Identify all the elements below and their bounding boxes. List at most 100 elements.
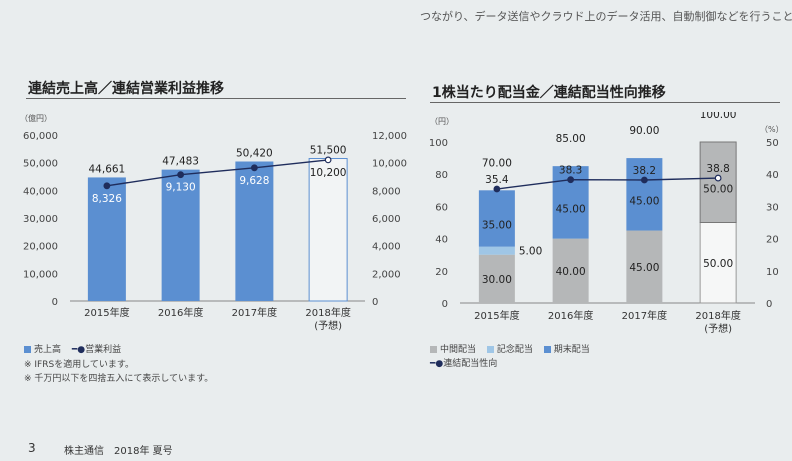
op-value-label: 8,326	[92, 193, 122, 205]
op-value-label: 10,200	[310, 167, 347, 179]
left-title-rule	[26, 98, 406, 99]
note-rounding: ※ 千万円以下を四捨五入にて表示しています。	[24, 374, 214, 384]
sales-value-label: 51,500	[310, 145, 347, 157]
right-legend: 中間配当 記念配当 期末配当	[430, 342, 598, 355]
left-section-title: 連結売上高／連結営業利益推移	[28, 81, 224, 97]
left-y-tick: 50,000	[23, 159, 58, 170]
right-y-tick: 80	[435, 170, 448, 181]
right-y-tick: 100	[429, 138, 448, 149]
interim-bar	[699, 222, 737, 304]
payout-point	[567, 176, 575, 184]
left-y2-tick: 10,000	[372, 159, 407, 170]
publication-name: 株主通信 2018年 夏号	[64, 446, 173, 457]
right-y2-tick: 50	[766, 138, 779, 149]
interim-value-label: 50.00	[703, 258, 733, 270]
header-text: つながり、データ送信やクラウド上のデータ活用、自動制御などを行うこと。	[420, 10, 792, 23]
right-unit2-label: （%）	[760, 125, 784, 134]
payout-value-label: 38.8	[706, 163, 729, 175]
legend-op-label: 営業利益	[85, 345, 122, 355]
legend-interim: 中間配当	[430, 345, 476, 355]
legend-yearend-swatch	[543, 346, 551, 353]
left-y-tick: 60,000	[23, 131, 58, 142]
legend-op: ━●営業利益	[72, 345, 121, 355]
left-y2-tick: 6,000	[372, 214, 401, 225]
op-point	[324, 156, 332, 164]
dividend-payout-chart: （円） （%） 0 20 40 60 80 100 0 10 20 30 40 50 30.00 5.00 35…	[429, 112, 784, 335]
sales-bar	[87, 177, 126, 301]
yearend-bar	[626, 158, 663, 231]
interim-bar	[626, 230, 663, 303]
right-x-tick: 2015年度	[474, 309, 519, 322]
left-x-tick: 2017年度	[232, 306, 277, 319]
left-y2-tick: 0	[372, 297, 378, 308]
interim-value-label: 30.00	[482, 274, 512, 286]
sales-bar	[161, 169, 200, 301]
right-x-tick: 2016年度	[548, 309, 593, 322]
legend-commemorative: 記念配当	[486, 345, 533, 355]
op-point	[177, 171, 185, 179]
left-y-tick: 40,000	[23, 186, 58, 197]
yearend-bar	[478, 190, 515, 247]
yearend-bar	[699, 141, 737, 223]
left-y2-tick: 8,000	[372, 186, 401, 197]
legend-op-marker: ━●	[71, 345, 86, 355]
sales-value-label: 50,420	[236, 148, 273, 160]
op-value-label: 9,130	[166, 182, 196, 194]
left-unit-label: （億円）	[20, 113, 52, 123]
left-y-tick: 20,000	[23, 242, 58, 253]
dividend-total-label: 90.00	[629, 125, 659, 137]
right-unit-label: （円）	[430, 117, 454, 126]
note-ifrs: ※ IFRSを適用しています。	[24, 360, 135, 370]
yearend-value-label: 45.00	[556, 203, 586, 215]
right-title-rule	[430, 102, 780, 103]
legend-interim-label: 中間配当	[440, 345, 477, 355]
right-y2-tick: 30	[766, 202, 779, 213]
right-y2-tick: 10	[766, 267, 779, 278]
payout-value-label: 35.4	[485, 174, 509, 186]
op-point	[250, 164, 258, 172]
legend-interim-swatch	[430, 346, 437, 353]
dividend-total-label: 85.00	[556, 133, 586, 145]
right-y-tick: 20	[435, 267, 448, 278]
right-legend-line: ━●連結配当性向	[430, 356, 497, 369]
legend-sales-swatch	[24, 346, 31, 353]
right-y2-tick: 0	[766, 299, 772, 310]
legend-yearend-label: 期末配当	[553, 345, 590, 355]
right-y-tick: 40	[435, 235, 448, 246]
left-y-tick: 30,000	[23, 214, 58, 225]
payout-point	[714, 174, 722, 182]
right-y-tick: 60	[435, 202, 448, 213]
right-section-title: 1株当たり配当金／連結配当性向推移	[432, 85, 666, 101]
sales-bar-forecast	[308, 158, 348, 302]
commemorative-value-label: 5.00	[519, 246, 542, 258]
payout-point	[640, 176, 648, 184]
right-y-tick: 0	[442, 299, 448, 310]
op-line	[106, 159, 329, 187]
op-value-label: 9,628	[239, 175, 269, 187]
left-x-subtick: (予想)	[314, 319, 342, 332]
left-y-tick: 10,000	[23, 269, 58, 280]
left-y2-tick: 12,000	[372, 131, 407, 142]
legend-commemorative-swatch	[486, 346, 494, 353]
sales-operating-profit-chart: （億円） 0 10,000 20,000 30,000 40,000 50,000 60,00…	[20, 113, 407, 332]
dividend-total-label: 70.00	[482, 157, 512, 169]
legend-payout-marker: ━●	[430, 359, 444, 369]
legend-sales-label: 売上高	[34, 345, 62, 355]
legend-commemorative-label: 記念配当	[496, 345, 533, 355]
legend-yearend: 期末配当	[543, 345, 590, 355]
left-y-tick: 0	[52, 297, 58, 308]
sales-value-label: 47,483	[162, 156, 199, 168]
left-x-tick: 2015年度	[84, 306, 129, 319]
payout-line	[496, 177, 719, 190]
right-x-subtick: (予想)	[704, 322, 732, 335]
left-x-tick: 2018年度	[305, 306, 350, 319]
left-y2-tick: 4,000	[372, 242, 401, 253]
op-point	[103, 182, 111, 190]
sales-bar	[235, 161, 274, 301]
interim-value-label: 40.00	[556, 266, 586, 278]
yearend-value-label: 35.00	[482, 219, 512, 231]
payout-point	[493, 185, 501, 193]
interim-bar	[478, 254, 515, 303]
interim-bar	[552, 238, 589, 303]
right-y2-tick: 40	[766, 170, 779, 181]
